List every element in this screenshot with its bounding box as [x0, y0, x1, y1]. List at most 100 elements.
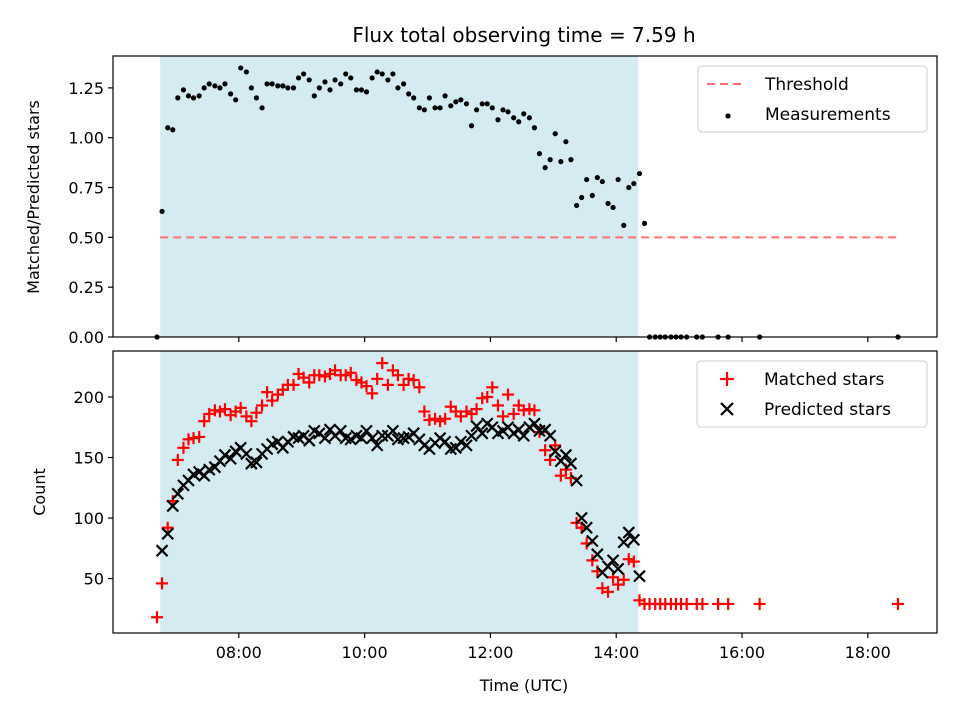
matched-star-point: [892, 597, 905, 610]
measurement-point: [442, 93, 448, 99]
measurement-point: [243, 69, 249, 75]
predicted-star-point: [218, 448, 232, 462]
measurement-point: [369, 75, 375, 81]
bottom-plot-frame: [112, 350, 938, 634]
predicted-star-point: [570, 474, 583, 487]
measurement-point: [233, 97, 239, 103]
matched-star-point: [413, 381, 426, 394]
measurement-point: [259, 105, 265, 111]
bottom-y-axis-label: Count: [30, 468, 49, 516]
matched-star-point: [554, 469, 567, 482]
matched-star-point: [161, 521, 174, 534]
measurement-point: [453, 99, 459, 105]
matched-star-point: [360, 380, 373, 393]
matched-star-point: [218, 403, 231, 416]
measurement-point: [170, 127, 176, 133]
measurement-point: [521, 111, 527, 117]
top-y-tick-label: 0.75: [68, 179, 104, 198]
measurement-point: [621, 222, 627, 228]
measurement-point: [343, 71, 349, 77]
measurement-point: [269, 81, 275, 87]
predicted-star-point: [611, 562, 625, 576]
matched-star-point: [245, 415, 258, 428]
predicted-star-point: [302, 434, 316, 447]
legend-matched-swatch: [720, 372, 734, 386]
predicted-star-point: [465, 429, 478, 442]
measurement-point: [484, 101, 490, 107]
matched-star-point: [187, 432, 200, 445]
predicted-star-point: [370, 439, 384, 452]
matched-star-point: [391, 369, 404, 382]
measurement-point: [165, 125, 171, 131]
bottom-y-tick-label: 200: [73, 388, 104, 407]
measurement-point: [584, 176, 590, 183]
matched-star-point: [491, 399, 504, 412]
predicted-star-point: [250, 456, 263, 469]
predicted-star-point: [543, 429, 557, 442]
matched-star-point: [753, 597, 766, 610]
predicted-star-point: [575, 511, 588, 525]
measurement-point: [448, 103, 454, 109]
matched-star-point: [381, 378, 394, 391]
measurement-point: [626, 184, 632, 191]
measurement-point: [295, 75, 302, 81]
measurement-point: [275, 83, 281, 89]
measurement-point: [500, 107, 506, 113]
matched-star-point: [528, 404, 541, 417]
matched-star-point: [496, 410, 509, 423]
measurement-point: [526, 115, 533, 121]
predicted-star-point: [564, 457, 578, 470]
measurement-point: [411, 95, 417, 101]
legend-measurements-swatch: [725, 113, 731, 119]
legend-predicted-swatch: [720, 402, 734, 416]
measurement-point: [332, 77, 338, 83]
x-tick-label: 10:00: [342, 643, 388, 662]
matched-star-point: [234, 401, 247, 414]
predicted-star-point: [360, 424, 373, 438]
top-plot-frame: [112, 55, 938, 338]
matched-star-point: [198, 415, 211, 428]
matched-star-point: [470, 403, 483, 416]
measurement-point: [458, 97, 464, 103]
bottom-legend: Matched stars Predicted stars: [696, 360, 928, 428]
measurement-point: [322, 79, 328, 85]
matched-star-point: [344, 366, 357, 379]
matched-star-point: [407, 374, 420, 387]
matched-star-point: [313, 369, 326, 382]
predicted-star-point: [454, 435, 468, 449]
measurement-point: [185, 93, 192, 99]
measurement-point: [610, 204, 616, 211]
measurement-point: [190, 95, 197, 101]
measurement-point: [489, 105, 495, 111]
predicted-star-point: [460, 439, 473, 452]
predicted-star-point: [224, 452, 237, 465]
x-tick-label: 08:00: [216, 643, 262, 662]
matched-star-point: [439, 412, 452, 425]
predicted-star-point: [318, 431, 332, 445]
measurement-point: [516, 119, 522, 125]
measurement-point: [290, 85, 297, 91]
top-y-tick-label: 0.50: [68, 228, 104, 247]
measurement-point: [495, 117, 501, 123]
measurement-point: [542, 165, 548, 171]
predicted-star-point: [334, 424, 347, 438]
predicted-star-point: [627, 533, 641, 547]
measurement-point: [547, 157, 553, 163]
bottom-y-tick-label: 100: [73, 509, 104, 528]
matched-star-point: [266, 394, 279, 407]
matched-star-point: [712, 597, 725, 610]
matched-star-point: [722, 597, 735, 610]
matched-star-point: [486, 381, 499, 394]
predicted-star-point: [559, 448, 573, 462]
measurement-point: [552, 131, 558, 137]
matched-star-point: [517, 404, 530, 417]
matched-star-point: [193, 430, 206, 443]
measurement-point: [159, 208, 165, 215]
measurement-point: [558, 159, 564, 165]
matched-star-point: [397, 378, 410, 391]
measurement-point: [390, 71, 396, 77]
top-y-tick-label: 0.25: [68, 278, 104, 297]
measurement-point: [316, 85, 322, 91]
top-y-axis-label: Matched/Predicted stars: [24, 100, 43, 294]
matched-star-point: [177, 441, 190, 454]
